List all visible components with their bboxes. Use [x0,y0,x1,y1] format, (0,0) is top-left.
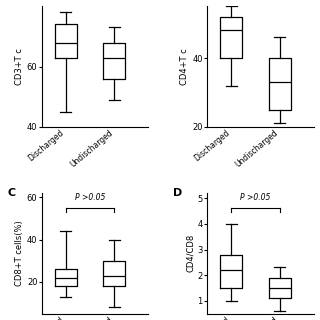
Text: C: C [7,188,16,198]
Y-axis label: CD4+T c: CD4+T c [180,48,189,85]
Text: P >0.05: P >0.05 [75,193,105,202]
Y-axis label: CD8+T cells(%): CD8+T cells(%) [15,220,24,286]
Y-axis label: CD4/CD8: CD4/CD8 [186,234,195,273]
Text: P >0.05: P >0.05 [240,193,271,202]
Y-axis label: CD3+T c: CD3+T c [15,48,24,85]
Text: D: D [173,188,182,198]
